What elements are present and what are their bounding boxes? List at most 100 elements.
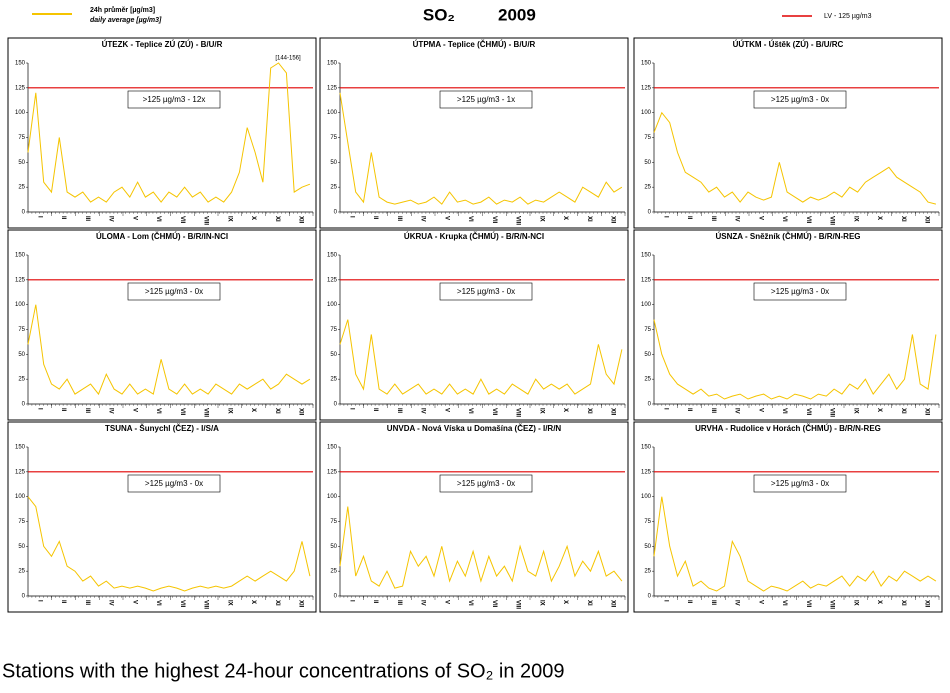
- x-tick-label: VI: [467, 216, 473, 222]
- x-tick-label: VIII: [515, 216, 521, 225]
- annotation-box: [439, 90, 533, 109]
- panel: [633, 421, 943, 613]
- panel-title: ÚÚTKM - Úštěk (ZÚ) - B/U/RC: [733, 40, 844, 49]
- x-tick-label: III: [396, 408, 402, 413]
- y-tick-label: 50: [644, 352, 651, 358]
- y-tick-label: 100: [641, 302, 652, 308]
- x-tick-label: IX: [852, 600, 858, 606]
- x-tick-label: VI: [781, 216, 787, 222]
- x-tick-label: VII: [179, 408, 185, 416]
- x-tick-label: IX: [538, 600, 544, 606]
- title-year: 2009: [498, 5, 536, 24]
- x-tick-label: X: [250, 216, 256, 220]
- annotation: >125 µg/m3 - 0x: [771, 95, 829, 104]
- x-tick-label: II: [686, 408, 692, 412]
- x-tick-label: I: [36, 408, 42, 410]
- annotation: >125 µg/m3 - 1x: [457, 95, 515, 104]
- y-tick-label: 0: [334, 210, 338, 216]
- x-tick-label: II: [686, 600, 692, 604]
- y-tick-label: 125: [327, 469, 338, 475]
- panel: [7, 37, 317, 229]
- y-tick-label: 75: [644, 519, 651, 525]
- y-tick-label: 125: [15, 85, 26, 91]
- x-tick-label: XII: [610, 408, 616, 416]
- panel-title: ÚTPMA - Teplice (ČHMÚ) - B/U/R: [413, 40, 536, 49]
- panel: [7, 229, 317, 421]
- y-tick-label: 125: [15, 277, 26, 283]
- x-tick-label: VII: [491, 216, 497, 224]
- x-tick-label: VIII: [203, 600, 209, 609]
- x-tick-label: XI: [274, 216, 280, 222]
- annotation: >125 µg/m3 - 0x: [457, 287, 515, 296]
- y-tick-label: 100: [327, 110, 338, 116]
- x-tick-label: V: [443, 600, 449, 604]
- x-tick-label: I: [348, 600, 354, 602]
- legend-series-label: 24h průměr [µg/m3]: [90, 6, 155, 14]
- y-tick-label: 25: [18, 185, 25, 191]
- data-line: [27, 62, 311, 203]
- x-tick-label: XI: [274, 408, 280, 414]
- data-line: [339, 506, 623, 589]
- y-tick-label: 0: [22, 210, 26, 216]
- x-tick-label: V: [131, 408, 137, 412]
- x-tick-label: II: [60, 600, 66, 604]
- data-line: [27, 496, 311, 592]
- x-tick-label: X: [876, 408, 882, 412]
- y-tick-label: 25: [644, 185, 651, 191]
- y-tick-label: 0: [22, 402, 26, 408]
- annotation-box: [753, 474, 847, 493]
- x-tick-label: VI: [467, 408, 473, 414]
- x-tick-label: X: [562, 216, 568, 220]
- x-tick-label: IV: [420, 216, 426, 222]
- annotation-box: [753, 90, 847, 109]
- x-tick-label: II: [372, 216, 378, 220]
- x-tick-label: IV: [420, 600, 426, 606]
- x-tick-label: XI: [586, 600, 592, 606]
- x-tick-label: VIII: [829, 216, 835, 225]
- x-tick-label: X: [876, 216, 882, 220]
- x-tick-label: IX: [538, 408, 544, 414]
- y-tick-label: 50: [330, 544, 337, 550]
- y-tick-label: 150: [15, 445, 26, 451]
- x-tick-label: XII: [298, 600, 304, 608]
- y-tick-label: 50: [644, 544, 651, 550]
- annotation: >125 µg/m3 - 0x: [771, 479, 829, 488]
- y-tick-label: 50: [330, 352, 337, 358]
- annotation: >125 µg/m3 - 0x: [771, 287, 829, 296]
- y-tick-label: 25: [644, 377, 651, 383]
- y-tick-label: 125: [15, 469, 26, 475]
- x-tick-label: I: [348, 216, 354, 218]
- y-tick-label: 0: [334, 594, 338, 600]
- x-tick-label: VI: [781, 408, 787, 414]
- x-tick-label: VI: [155, 408, 161, 414]
- x-tick-label: VII: [491, 408, 497, 416]
- x-tick-label: VIII: [515, 600, 521, 609]
- data-line: [339, 319, 623, 395]
- x-tick-label: IV: [420, 408, 426, 414]
- panel-title: ÚLOMA - Lom (ČHMÚ) - B/R/IN-NCI: [96, 232, 228, 241]
- x-tick-label: II: [686, 216, 692, 220]
- x-tick-label: XII: [924, 216, 930, 224]
- y-tick-label: 150: [15, 61, 26, 67]
- y-tick-label: 50: [18, 160, 25, 166]
- x-tick-label: X: [562, 600, 568, 604]
- annotation-box: [439, 474, 533, 493]
- y-tick-label: 125: [641, 469, 652, 475]
- y-tick-label: 25: [18, 377, 25, 383]
- x-tick-label: VII: [179, 216, 185, 224]
- x-tick-label: I: [348, 408, 354, 410]
- title: SO₂: [423, 5, 455, 24]
- x-tick-label: IV: [734, 408, 740, 414]
- annotation: >125 µg/m3 - 0x: [457, 479, 515, 488]
- data-line: [653, 319, 937, 400]
- y-tick-label: 25: [644, 569, 651, 575]
- data-line: [653, 111, 937, 205]
- x-tick-label: IX: [226, 600, 232, 606]
- y-tick-label: 0: [648, 594, 652, 600]
- y-tick-label: 150: [641, 253, 652, 259]
- y-tick-label: 150: [327, 445, 338, 451]
- y-tick-label: 25: [330, 185, 337, 191]
- y-tick-label: 100: [15, 302, 26, 308]
- annotation: >125 µg/m3 - 0x: [145, 479, 203, 488]
- panel-title: URVHA - Rudolice v Horách (ČHMÚ) - B/R/N…: [695, 424, 881, 433]
